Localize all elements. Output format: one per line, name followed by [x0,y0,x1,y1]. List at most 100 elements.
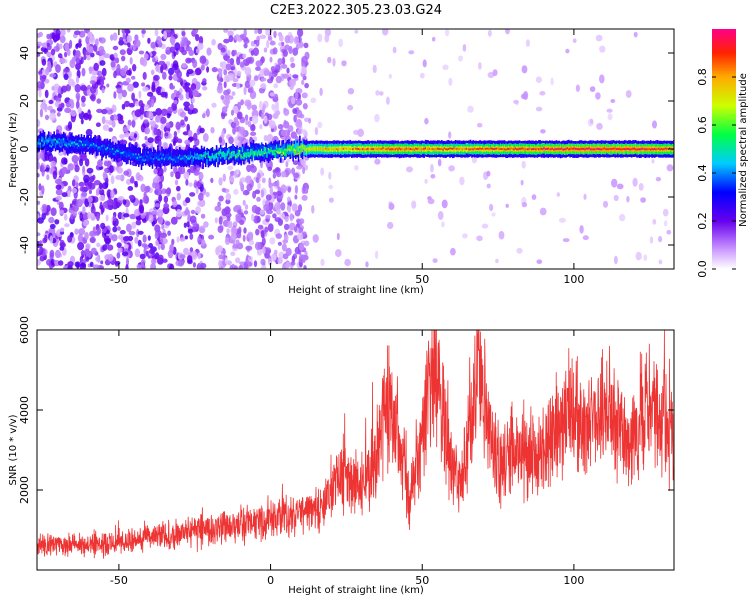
spectrogram-ridge-cell [225,154,227,157]
spectrogram-cell [155,64,160,73]
spectrogram-cell [236,82,240,90]
spectrogram-cell [310,97,317,104]
spectrogram-ridge-cell [281,154,283,156]
spectrogram-cell [354,29,359,34]
spectrogram-cell [180,119,185,126]
spectrogram-ridge-cell [438,148,440,150]
spectrogram-ridge-cell [389,148,391,151]
spectrogram-ridge-cell [144,159,147,161]
spectrogram-cell [71,187,78,194]
spectrogram-ridge-cell [41,136,43,142]
spectrogram-ridge-cell [108,154,110,157]
spectrogram-ridge-cell [123,151,125,154]
spectrogram-ridge-cell [53,137,55,149]
spectrogram-cell [649,236,654,244]
spectrogram-ridge-cell [260,148,263,151]
spectrogram-cell [148,243,154,248]
spectrogram-ridge-cell [301,144,304,150]
spectrogram-ridge-cell [87,147,90,149]
spectrogram-ridge-cell [385,148,387,151]
spectrogram-cell [117,247,123,253]
spectrogram-cell [74,30,81,35]
spectrogram-cell [285,160,289,168]
spectrogram-cell [424,117,429,125]
spectrogram-cell [187,130,193,138]
spectrogram-cell [161,108,168,117]
spectrogram-ridge-cell [458,148,461,150]
spectrogram-cell [155,239,159,246]
spectrogram-ridge-cell [110,147,113,153]
spectrogram-cell [613,194,619,202]
spectrogram-cell [179,254,186,259]
spectrogram-ridge-cell [262,151,264,157]
spectrogram-cell [144,186,150,193]
spectrogram-ridge-cell [637,148,640,151]
spectrogram-ridge-cell [329,148,331,151]
spectrogram-ridge-cell [110,145,113,147]
spectrogram-ridge-cell [280,151,282,154]
spectrogram-ridge-cell [484,148,487,150]
spectrogram-cell [286,67,290,74]
spectrogram-cell [638,183,644,191]
snr-x-tick-label: 50 [415,574,429,587]
spectrogram-cell [96,98,102,104]
spectrogram-cell [505,203,509,208]
spectrogram-cell [336,232,340,241]
spectrogram-ridge-cell [542,148,544,151]
spectrogram-ridge-cell [318,147,320,150]
spectrogram-ridge-cell [649,148,652,151]
spectrogram-cell [154,232,159,240]
spectrogram-ridge-cell [655,148,657,151]
spectrogram-y-tick-label: -40 [18,236,31,254]
spectrogram-ridge-cell [142,158,144,161]
spectrogram-x-label: Height of straight line (km) [288,285,424,296]
spectrogram-ridge-cell [57,141,60,144]
spectrogram-ridge-cell [140,156,143,159]
spectrogram-cell [658,259,663,265]
spectrogram-ridge-cell [84,141,87,147]
spectrogram-cell [198,192,204,201]
spectrogram-ridge-cell [409,148,412,151]
spectrogram-cell [235,257,241,264]
spectrogram-ridge-cell [144,153,147,164]
spectrogram-ridge-cell [662,148,664,151]
spectrogram-ridge-cell [546,147,548,150]
spectrogram-cell [150,121,156,127]
spectrogram-cell [292,160,299,166]
spectrogram-cell [161,224,165,230]
spectrogram-cell [181,62,188,69]
spectrogram-cell [161,258,168,263]
spectrogram-cell [172,60,179,69]
spectrogram-cell [90,93,96,102]
spectrogram-cell [151,50,157,56]
spectrogram-ridge-cell [390,148,393,151]
spectrogram-cell [100,222,106,230]
spectrogram-ridge-cell [240,155,242,158]
spectrogram-cell [319,87,323,96]
spectrogram-cell [103,160,109,167]
spectrogram-ridge-cell [295,149,297,155]
spectrogram-ridge-cell [559,147,562,150]
spectrogram-ridge-cell [397,148,399,151]
spectrogram-cell [432,36,436,42]
spectrogram-cell [197,235,202,245]
spectrogram-cell [41,185,45,195]
spectrogram-cell [208,234,215,240]
spectrogram-y-tick-label: 40 [18,46,31,60]
spectrogram-cell [382,29,389,36]
spectrogram-cell [242,189,250,196]
spectrogram-ridge-cell [360,148,363,150]
spectrogram-cell [37,119,41,128]
spectrogram-ridge-cell [60,145,62,148]
spectrogram-ridge-cell [277,151,279,154]
spectrogram-ridge-cell [591,148,593,151]
spectrogram-ridge-cell [349,148,352,150]
spectrogram-cell [211,102,217,108]
spectrogram-ridge-cell [226,150,229,156]
spectrogram-cell [184,116,189,122]
spectrogram-ridge-cell [273,149,275,155]
spectrogram-ridge-cell [243,146,245,157]
spectrogram-ridge-cell [636,148,638,151]
spectrogram-cell [230,176,235,183]
spectrogram-ridge-cell [135,153,137,156]
